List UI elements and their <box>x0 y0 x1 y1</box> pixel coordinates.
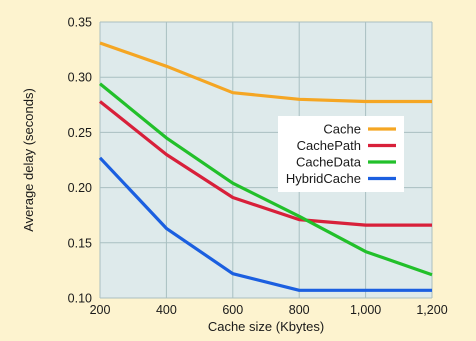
y-tick-label: 0.20 <box>68 181 92 195</box>
legend-label: CacheData <box>296 155 362 170</box>
y-axis-ticks: 0.10 0.15 0.20 0.25 0.30 0.35 <box>68 16 92 306</box>
series-line-cache <box>99 41 432 104</box>
x-tick-label: 400 <box>156 303 177 317</box>
x-axis-ticks: 200 400 600 800 1,000 1,200 <box>90 303 448 317</box>
legend-label: Cache <box>323 122 361 137</box>
x-tick-label: 800 <box>289 303 310 317</box>
y-axis-title: Average delay (seconds) <box>21 88 36 232</box>
x-axis-title: Cache size (Kbytes) <box>208 319 324 334</box>
y-tick-label: 0.25 <box>68 126 92 140</box>
legend-label: HybridCache <box>286 171 361 186</box>
y-tick-label: 0.15 <box>68 236 92 250</box>
legend-label: CachePath <box>297 138 361 153</box>
y-tick-label: 0.30 <box>68 71 92 85</box>
y-tick-label: 0.35 <box>68 16 92 30</box>
series-line-cachepath <box>99 100 432 227</box>
x-tick-label: 200 <box>90 303 111 317</box>
x-tick-label: 1,200 <box>416 303 447 317</box>
series-line-cachedata <box>98 82 433 277</box>
series-line-hybridcache <box>98 156 432 292</box>
y-tick-label: 0.10 <box>68 292 92 306</box>
x-tick-label: 600 <box>222 303 243 317</box>
x-tick-label: 1,000 <box>350 303 381 317</box>
series-lines <box>98 41 433 292</box>
